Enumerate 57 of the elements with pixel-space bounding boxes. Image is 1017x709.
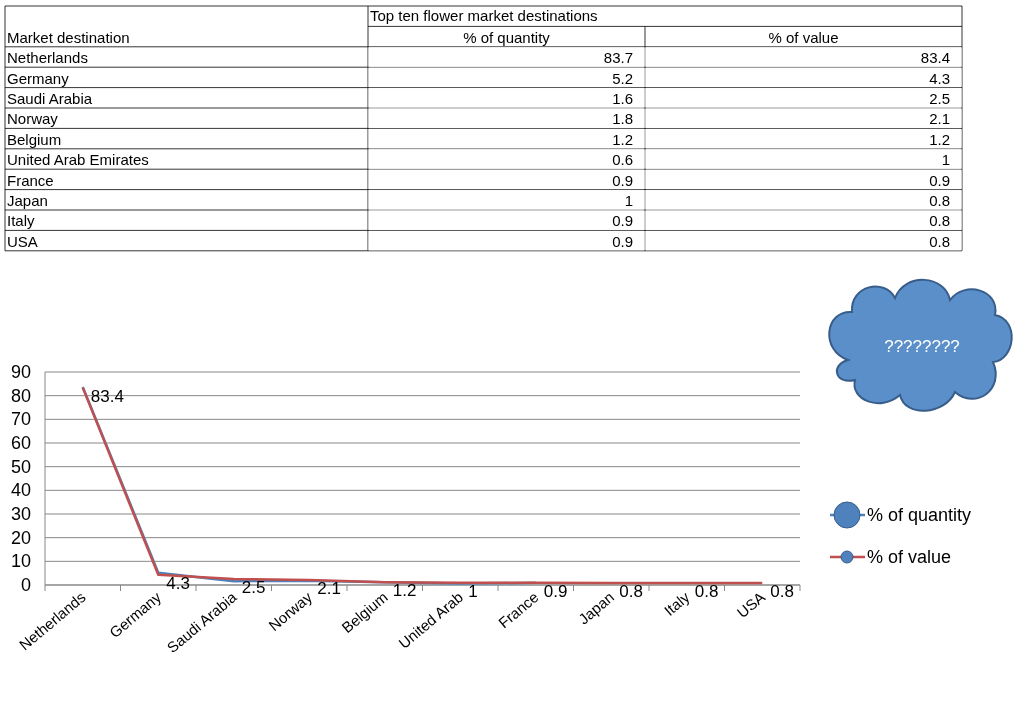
data-label: 0.8 (619, 582, 643, 602)
y-tick-label: 10 (10, 551, 31, 572)
data-label: 2.5 (241, 578, 266, 598)
x-tick-label: USA (733, 588, 769, 622)
x-tick-label: Italy (660, 587, 694, 619)
y-tick-label: USA (7, 232, 38, 250)
y-tick-label: 90 (10, 362, 31, 382)
data-label: 0.9 (612, 212, 633, 230)
data-label: 4.3 (929, 69, 950, 87)
y-tick-label: Norway (7, 110, 59, 128)
y-tick-label: 40 (10, 480, 31, 501)
data-label: 2.1 (317, 579, 341, 599)
data-label: 0.8 (929, 212, 950, 230)
y-axis-title: Market destination (7, 28, 130, 46)
data-label: 1.2 (392, 581, 417, 601)
data-label: 0.9 (929, 171, 950, 189)
y-tick-label: 0 (20, 575, 31, 595)
chart-title: Top ten flower market destinations (370, 7, 598, 25)
data-label: 1 (941, 151, 950, 169)
data-label: 0.9 (612, 171, 633, 189)
data-label: 1.6 (612, 90, 633, 107)
data-label: 1 (624, 192, 633, 209)
data-label: 2.1 (929, 110, 950, 128)
legend-label: % of quantity (867, 505, 972, 525)
y-tick-label: France (7, 171, 54, 189)
legend-label: % of value (867, 547, 952, 567)
y-tick-label: 50 (10, 456, 31, 477)
data-label: 1.2 (612, 130, 633, 148)
data-label: 83.4 (920, 49, 950, 67)
data-label: 0.6 (612, 151, 633, 169)
data-label: 1 (468, 581, 478, 601)
y-tick-label: Belgium (7, 130, 62, 148)
y-tick-label: 30 (10, 504, 31, 524)
y-tick-label: Netherlands (7, 49, 88, 67)
data-label: 83.4 (90, 386, 124, 406)
data-label: 0.8 (770, 582, 794, 602)
y-tick-label: Italy (7, 212, 36, 230)
data-label: 2.5 (929, 90, 950, 107)
data-label: 1.2 (929, 130, 950, 148)
y-tick-label: Japan (7, 192, 48, 209)
y-tick-label: 80 (10, 385, 31, 406)
data-label: 0.9 (612, 232, 633, 250)
data-label: 5.2 (612, 69, 633, 87)
y-tick-label: Saudi Arabia (7, 90, 93, 107)
y-tick-label: 60 (10, 433, 31, 453)
y-tick-label: United Arab Emirates (7, 151, 149, 169)
text: ???????? (884, 337, 960, 356)
data-label: 0.8 (694, 582, 719, 602)
data-label: 4.3 (166, 573, 190, 593)
y-tick-label: Germany (7, 69, 70, 87)
y-tick-label: 20 (10, 527, 31, 548)
data-label: 0.8 (929, 232, 950, 250)
data-label: 1.8 (612, 110, 633, 128)
data-label: 83.7 (603, 49, 633, 67)
y-tick-label: 70 (10, 409, 31, 430)
data-label: 0.9 (543, 581, 568, 601)
data-label: 0.8 (929, 192, 950, 209)
